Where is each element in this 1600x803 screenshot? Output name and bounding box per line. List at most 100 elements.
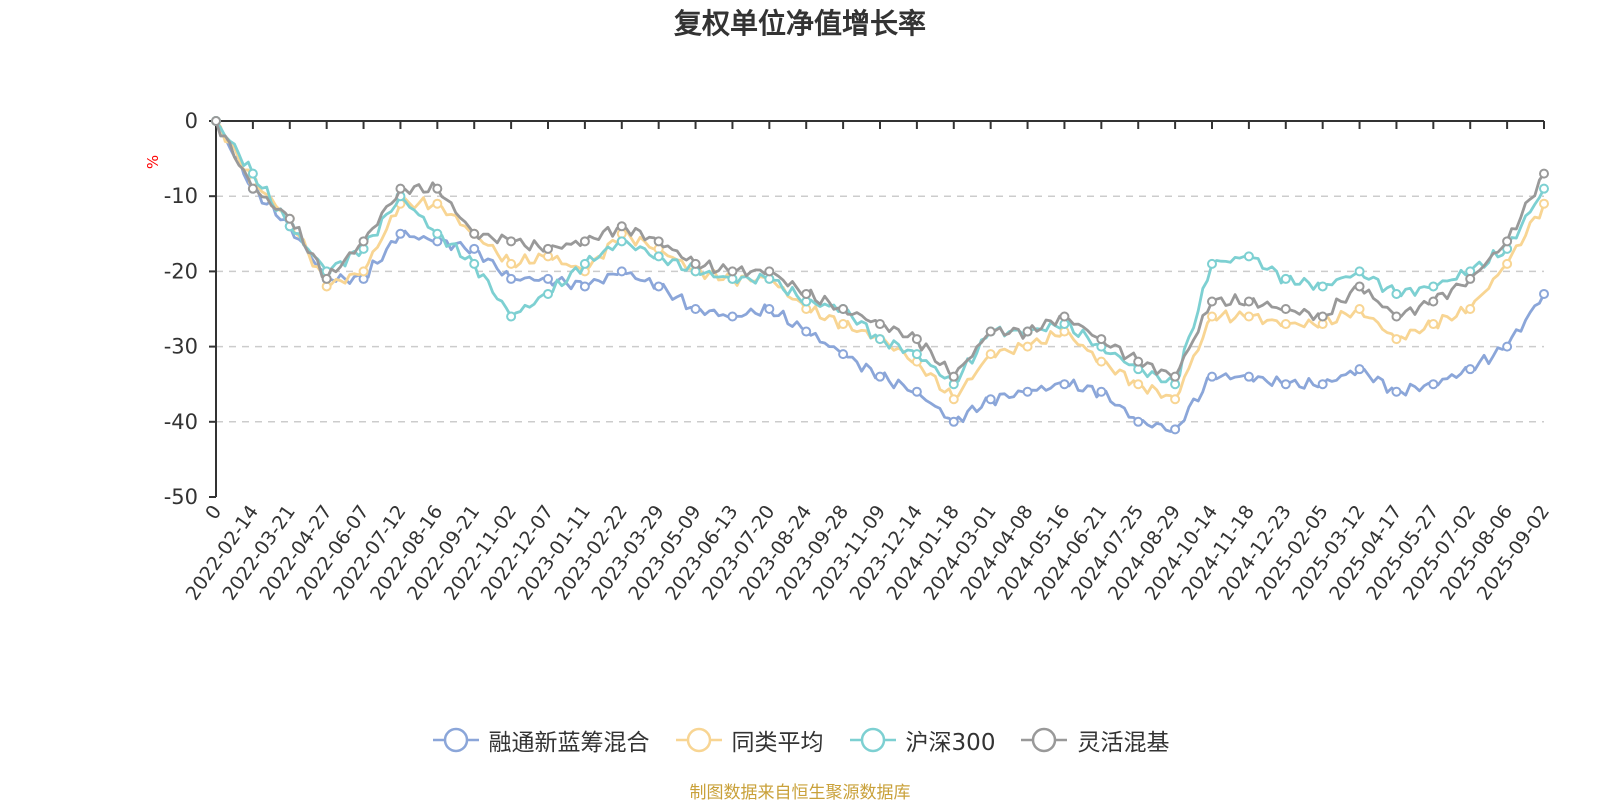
data-point — [653, 251, 664, 262]
data-point — [948, 394, 959, 405]
data-point — [1391, 311, 1402, 322]
data-point — [432, 228, 443, 239]
data-point — [1243, 296, 1254, 307]
data-point — [764, 266, 775, 277]
data-point — [1096, 334, 1107, 345]
data-point — [1428, 379, 1439, 390]
data-point — [1022, 326, 1033, 337]
data-point — [1317, 311, 1328, 322]
data-point — [284, 213, 295, 224]
data-point — [1465, 364, 1476, 375]
series-line — [214, 120, 1546, 386]
data-point — [579, 281, 590, 292]
legend-label: 同类平均 — [731, 730, 824, 756]
data-point — [985, 394, 996, 405]
data-point — [247, 168, 258, 179]
data-point — [727, 311, 738, 322]
data-point — [1502, 258, 1513, 269]
legend-item[interactable]: 同类平均 — [674, 723, 824, 757]
data-point — [358, 266, 369, 277]
data-point — [653, 281, 664, 292]
data-point — [1280, 273, 1291, 284]
y-tick-label: 0 — [185, 109, 198, 133]
legend-label: 融通新蓝筹混合 — [488, 730, 650, 756]
data-point — [506, 258, 517, 269]
data-point — [469, 228, 480, 239]
data-point — [838, 319, 849, 330]
data-point — [211, 116, 221, 126]
legend-item[interactable]: 融通新蓝筹混合 — [431, 723, 650, 757]
chart-title: 复权单位净值增长率 — [673, 7, 926, 40]
data-point — [1243, 311, 1254, 322]
data-point — [1428, 296, 1439, 307]
data-point — [1022, 341, 1033, 352]
data-point — [690, 304, 701, 314]
data-point — [1428, 281, 1439, 292]
data-point — [1133, 356, 1144, 367]
data-point — [1317, 379, 1328, 390]
data-point — [1465, 304, 1476, 314]
data-point — [1170, 394, 1181, 405]
y-tick-label: -40 — [164, 410, 198, 434]
data-point — [1428, 319, 1439, 330]
legend-item[interactable]: 沪深300 — [848, 723, 995, 757]
data-point — [1133, 379, 1144, 390]
legend-marker — [432, 727, 479, 753]
data-point — [1354, 266, 1365, 277]
data-point — [1207, 258, 1217, 269]
data-point — [727, 266, 738, 277]
data-point — [1133, 416, 1144, 427]
data-point — [653, 236, 664, 247]
y-tick-label: -30 — [164, 335, 198, 359]
data-point — [1539, 288, 1549, 299]
series-line — [214, 120, 1546, 401]
legend-marker — [849, 727, 896, 753]
data-point — [911, 349, 922, 360]
x-tick-label: 0 — [201, 501, 226, 524]
data-point — [875, 371, 885, 382]
legend-marker — [675, 727, 722, 753]
data-point — [948, 371, 959, 382]
data-point — [432, 198, 443, 209]
data-point — [616, 236, 627, 247]
data-point — [985, 326, 996, 337]
data-point — [1502, 236, 1513, 247]
data-point — [579, 258, 590, 269]
data-point — [469, 243, 480, 254]
data-point — [875, 319, 885, 330]
legend-marker — [1021, 727, 1068, 753]
data-point — [1096, 386, 1107, 397]
axes — [209, 120, 1545, 498]
data-point — [1391, 334, 1402, 345]
data-point — [801, 288, 812, 299]
y-tick-label: -20 — [164, 259, 198, 283]
data-point — [1022, 386, 1033, 397]
source-note: 制图数据来自恒生聚源数据库 — [689, 783, 911, 803]
data-point — [1096, 356, 1107, 367]
data-point — [616, 221, 627, 232]
data-point — [1391, 386, 1402, 397]
data-point — [1539, 168, 1549, 179]
data-point — [1280, 379, 1291, 390]
data-point — [1317, 281, 1328, 292]
data-point — [247, 183, 258, 194]
data-point — [1354, 281, 1365, 292]
data-point — [1539, 183, 1549, 194]
data-point — [948, 416, 959, 427]
data-point — [1243, 251, 1254, 262]
data-point — [1170, 371, 1181, 382]
data-point — [1354, 364, 1365, 375]
data-point — [358, 236, 369, 247]
data-point — [1059, 379, 1070, 390]
data-point — [543, 243, 553, 254]
data-point — [506, 273, 517, 284]
y-axis-unit: % — [144, 155, 162, 169]
data-point — [985, 349, 996, 360]
data-point — [543, 273, 553, 284]
legend-item[interactable]: 灵活混基 — [1019, 723, 1169, 757]
data-point — [1207, 371, 1217, 382]
data-point — [911, 334, 922, 345]
data-point — [395, 228, 406, 239]
data-point — [1243, 371, 1254, 382]
